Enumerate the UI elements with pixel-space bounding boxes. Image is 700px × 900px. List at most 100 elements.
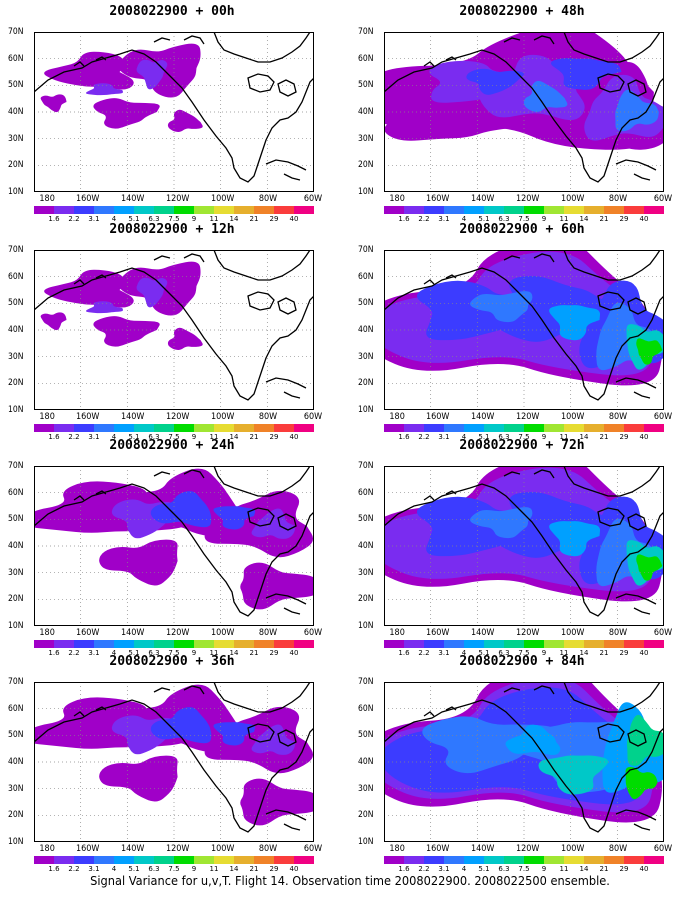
variance-contour-6: [150, 707, 212, 744]
colorbar-label: 7.5: [168, 433, 180, 441]
longitude-label: 120W: [165, 194, 190, 204]
panel-title: 2008022900 + 48h: [459, 4, 585, 19]
map-panel-p60: 2008022900 + 60h 70N 60N 50N 40N 30N 20N 10N 180…: [350, 222, 690, 441]
coastline: [283, 173, 301, 181]
colorbar-swatch: [94, 856, 114, 864]
variance-contour-5: [470, 291, 533, 323]
colorbar: [34, 640, 314, 648]
longitude-label: 160W: [75, 844, 100, 854]
colorbar-swatch: [174, 424, 194, 432]
panel-title: 2008022900 + 00h: [109, 4, 235, 19]
variance-contour-0: [44, 269, 134, 308]
panel-title: 2008022900 + 12h: [109, 222, 235, 237]
variance-contour-7: [549, 305, 601, 341]
latitude-label: 40N: [358, 541, 374, 551]
colorbar-swatch: [114, 206, 134, 214]
colorbar-label: 40: [289, 215, 299, 223]
latitude-label: 10N: [8, 405, 24, 415]
latitude-label: 30N: [8, 133, 24, 144]
latitude-label: 70N: [8, 677, 24, 687]
colorbar-swatch: [274, 424, 294, 432]
coastline: [445, 56, 457, 61]
variance-contour-3: [40, 94, 67, 113]
coastline: [384, 49, 664, 183]
longitude-label: 120W: [165, 844, 190, 854]
coastline: [73, 711, 85, 717]
variance-contour-8: [213, 722, 256, 746]
longitude-label: 140W: [470, 412, 495, 422]
variance-contour-5: [136, 277, 168, 308]
longitude-label: 120W: [515, 194, 540, 204]
variance-contour-7: [466, 68, 524, 95]
colorbar-swatch: [444, 424, 464, 432]
longitude-label: 140W: [120, 844, 145, 854]
coastline: [384, 699, 664, 833]
map-panel-p48: 2008022900 + 48h 70N 60N 50N 40N 30N 20N 10N 180…: [350, 4, 690, 223]
colorbar-label: 6.3: [148, 865, 160, 873]
colorbar-swatch: [74, 206, 94, 214]
longitude-label: 80W: [608, 194, 628, 204]
colorbar-swatch: [644, 640, 664, 648]
colorbar-swatch: [74, 640, 94, 648]
map-panel-p12: 2008022900 + 12h 70N 60N 50N 40N 30N 20N 10N 180…: [0, 222, 340, 441]
colorbar-swatch: [464, 424, 484, 432]
coastline: [265, 809, 307, 821]
colorbar-label: 2.2: [418, 649, 430, 657]
colorbar-label: 5.1: [128, 649, 140, 657]
coastline: [265, 159, 307, 171]
colorbar-label: 9: [191, 649, 197, 657]
colorbar-label: 21: [249, 865, 259, 873]
colorbar-swatch: [294, 206, 314, 214]
latitude-label: 60N: [358, 703, 374, 714]
coastline: [615, 809, 657, 821]
longitude-label: 80W: [258, 194, 278, 204]
colorbar-label: 3.1: [438, 649, 450, 657]
latitude-label: 20N: [358, 160, 374, 171]
colorbar-label: 5.1: [128, 433, 140, 441]
colorbar-swatch: [214, 640, 234, 648]
colorbar-swatch: [384, 856, 404, 864]
coastline: [627, 79, 647, 97]
longitude-label: 120W: [165, 628, 190, 638]
coastline: [615, 377, 657, 389]
colorbar-swatch: [524, 424, 544, 432]
map-frame: [34, 466, 314, 626]
latitude-label: 10N: [8, 621, 24, 631]
latitude-label: 10N: [358, 621, 374, 631]
coastline: [563, 682, 661, 713]
variance-contour-3: [40, 312, 67, 331]
colorbar-swatch: [484, 206, 504, 214]
coastline: [183, 469, 205, 479]
colorbar-swatch: [384, 206, 404, 214]
map-frame: [384, 32, 664, 192]
colorbar-swatch: [254, 640, 274, 648]
colorbar-label: 9: [191, 865, 197, 873]
longitude-label: 80W: [258, 628, 278, 638]
coastline: [73, 279, 85, 285]
colorbar-swatch: [444, 206, 464, 214]
colorbar-label: 11: [559, 865, 569, 873]
colorbar-label: 2.2: [418, 433, 430, 441]
longitude-label: 180: [389, 412, 405, 422]
coastline: [95, 490, 107, 495]
latitude-label: 60N: [358, 53, 374, 64]
coastline: [563, 250, 661, 281]
colorbar-swatch: [234, 424, 254, 432]
coastline: [283, 823, 301, 831]
colorbar-swatch: [544, 640, 564, 648]
colorbar-label: 21: [599, 433, 609, 441]
colorbar-label: 4: [111, 433, 117, 441]
colorbar-swatch: [274, 856, 294, 864]
colorbar-label: 4: [461, 433, 467, 441]
longitude-label: 100W: [560, 844, 585, 854]
coastline: [503, 471, 521, 477]
colorbar-swatch: [94, 640, 114, 648]
coastline: [533, 685, 555, 695]
colorbar-swatch: [114, 640, 134, 648]
coastline: [183, 35, 205, 45]
map-frame: [34, 250, 314, 410]
colorbar-swatch: [624, 640, 644, 648]
coastline: [277, 79, 297, 97]
colorbar-swatch: [174, 640, 194, 648]
longitude-label: 100W: [210, 844, 235, 854]
